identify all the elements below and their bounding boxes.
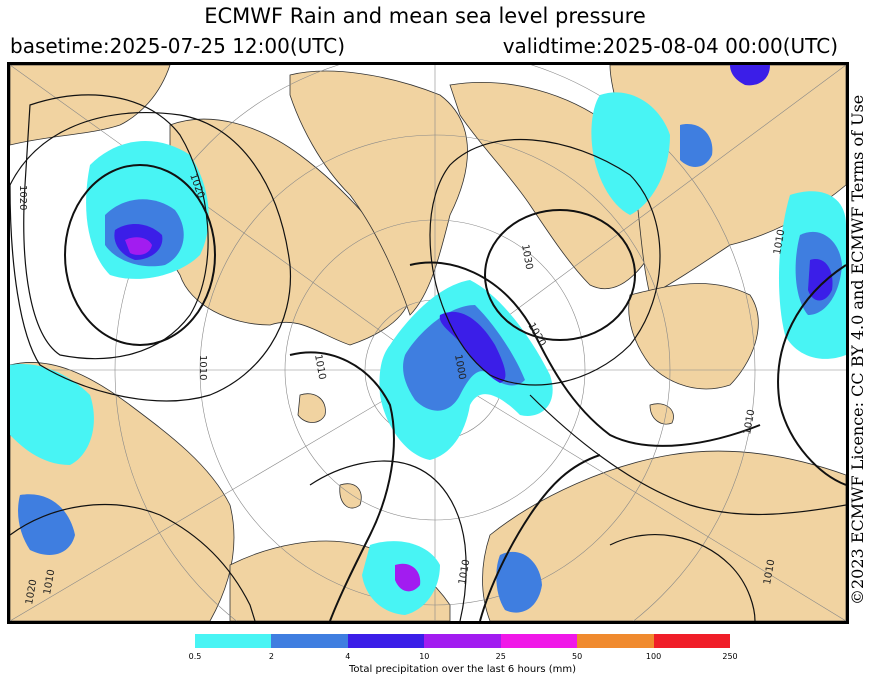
isobar-label: 1030 bbox=[519, 244, 534, 271]
validtime-label: validtime:2025-08-04 00:00(UTC) bbox=[502, 34, 838, 58]
north-america-top-left bbox=[10, 65, 171, 146]
greenland bbox=[163, 118, 411, 346]
colorbar-tick: 10 bbox=[419, 652, 430, 661]
precip-right-edge-heavy bbox=[808, 259, 833, 301]
precip-center-heavy bbox=[439, 311, 506, 383]
colorbar-swatch bbox=[653, 634, 730, 648]
colorbar-swatch bbox=[271, 634, 348, 648]
precip-left-edge bbox=[10, 364, 94, 465]
precip-bottom-right bbox=[496, 551, 542, 613]
license-text: ©2023 ECMWF Licence: CC BY 4.0 and ECMWF… bbox=[848, 94, 867, 605]
northern-canada-right bbox=[628, 283, 759, 390]
precip-greenland-west-extreme bbox=[125, 237, 152, 255]
isobar-label: 1010 bbox=[197, 355, 208, 380]
colorbar-swatch bbox=[195, 634, 272, 648]
colorbar-tick: 100 bbox=[645, 652, 662, 661]
svalbard bbox=[297, 393, 326, 423]
precip-top-right-mid bbox=[680, 124, 713, 167]
isobar-label: 1010 bbox=[42, 569, 57, 596]
siberia-bottom-right bbox=[482, 450, 846, 621]
isobar-label: 1010 bbox=[762, 559, 777, 586]
colorbar-ticks: 0.5 2 4 10 25 50 100 250 bbox=[189, 652, 738, 662]
colorbar-tick: 4 bbox=[345, 652, 351, 661]
isobar-label: 1010 bbox=[312, 354, 327, 381]
isobar-label: 1020 bbox=[24, 579, 39, 606]
new-siberian-islands bbox=[649, 403, 674, 425]
map-frame: 1020 1020 1030 1020 1010 1010 1010 1000 … bbox=[7, 62, 849, 624]
precip-colorbar bbox=[195, 634, 730, 648]
isobar-labels: 1020 1020 1030 1020 1010 1010 1010 1000 … bbox=[17, 172, 787, 605]
isobar-label: 1010 bbox=[772, 229, 787, 256]
isobar-label: 1000 bbox=[452, 354, 467, 381]
colorbar-tick: 50 bbox=[572, 652, 583, 661]
colorbar-label: Total precipitation over the last 6 hour… bbox=[348, 664, 577, 675]
colorbar-tick: 25 bbox=[495, 652, 506, 661]
colorbar-swatch bbox=[500, 634, 578, 648]
isobar-label: 1020 bbox=[17, 185, 28, 210]
colorbar-tick: 2 bbox=[268, 652, 274, 661]
precip-top-right bbox=[591, 92, 670, 215]
colorbar-swatch bbox=[577, 634, 654, 648]
precip-top-corner bbox=[730, 65, 770, 86]
precipitation bbox=[10, 65, 846, 615]
basetime-label: basetime:2025-07-25 12:00(UTC) bbox=[10, 34, 346, 58]
weather-map: 1020 1020 1030 1020 1010 1010 1010 1000 … bbox=[10, 65, 846, 621]
colorbar-tick: 250 bbox=[722, 652, 738, 661]
precip-bottom-center-heavy bbox=[395, 563, 421, 592]
franz-josef bbox=[339, 483, 362, 509]
isobar-label: 1010 bbox=[457, 559, 472, 586]
colorbar-swatch bbox=[347, 634, 425, 648]
isobar-label: 1010 bbox=[742, 409, 757, 436]
map-title: ECMWF Rain and mean sea level pressure bbox=[204, 4, 646, 28]
colorbar-tick: 0.5 bbox=[188, 652, 202, 661]
colorbar-swatch bbox=[424, 634, 501, 648]
isobars bbox=[10, 94, 846, 621]
precip-center-mid bbox=[403, 305, 525, 411]
precip-bottom-left bbox=[18, 494, 75, 555]
